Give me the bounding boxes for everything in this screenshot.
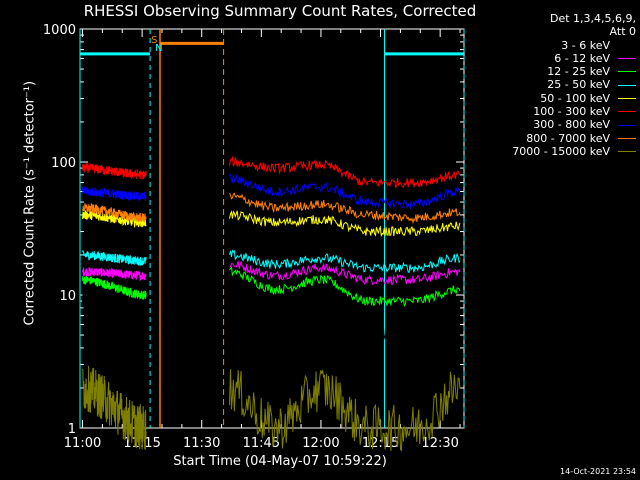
x-tick-label: 11:45: [243, 436, 280, 451]
legend-entries: 3 - 6 keV 6 - 12 keV 12 - 25 keV 25 - 50 ke…: [512, 39, 636, 159]
series-line-3-6-kev-part-2: [229, 264, 461, 344]
legend-entry: 50 - 100 keV: [512, 92, 636, 105]
annotation-label-n: N: [155, 43, 162, 54]
x-tick-label: 12:15: [362, 436, 399, 451]
x-tick-label: 11:30: [183, 436, 220, 451]
legend-label: 25 - 50 keV: [547, 78, 610, 92]
y-tick-label: 1000: [43, 23, 76, 38]
series-line-800-7000-kev-part-2: [229, 192, 461, 225]
legend-swatch: [618, 111, 636, 113]
y-tick-label: 1: [68, 422, 76, 437]
x-tick-label: 11:00: [64, 436, 101, 451]
series-line-100-300-kev-part-2: [229, 155, 461, 189]
legend-entry: 800 - 7000 keV: [512, 132, 636, 145]
legend-entry: 300 - 800 keV: [512, 118, 636, 131]
legend-label: 7000 - 15000 keV: [512, 144, 610, 158]
series-line-300-800-kev-part-1: [82, 186, 147, 202]
legend-label: 100 - 300 keV: [533, 105, 610, 119]
generation-timestamp: 14-Oct-2021 23:54: [560, 467, 636, 476]
series-line-7000-15000-kev-part-2: [229, 368, 461, 452]
y-tick-label: 100: [51, 156, 76, 171]
legend-label: 300 - 800 keV: [533, 118, 610, 132]
legend-label: 6 - 12 keV: [554, 51, 610, 65]
annotation-label-s: S: [151, 35, 157, 46]
legend-header-line-2: Att 0: [609, 25, 636, 39]
legend-swatch: [618, 58, 636, 60]
legend-entry: 100 - 300 keV: [512, 105, 636, 118]
legend-swatch: [618, 84, 636, 86]
legend-entry: 7000 - 15000 keV: [512, 145, 636, 158]
legend-swatch: [618, 44, 636, 47]
series-line-6-12-kev-part-1: [82, 267, 147, 281]
series-line-100-300-kev-part-1: [82, 162, 147, 180]
series-line-800-7000-kev-part-1: [82, 202, 147, 223]
legend-entry: 25 - 50 keV: [512, 78, 636, 91]
legend-swatch: [618, 124, 636, 126]
series-line-300-800-kev-part-2: [229, 173, 461, 211]
legend-swatch: [618, 151, 636, 153]
series-line-3-6-kev-part-1: [82, 289, 147, 328]
series-line-50-100-kev-part-2: [229, 210, 461, 237]
legend-label: 12 - 25 keV: [547, 65, 610, 79]
series-line-25-50-kev-part-1: [82, 250, 147, 266]
chart-title: RHESSI Observing Summary Count Rates, Co…: [83, 2, 477, 20]
legend-swatch: [618, 97, 636, 99]
legend-swatch: [618, 137, 636, 139]
legend-label: 800 - 7000 keV: [526, 131, 610, 145]
series-line-7000-15000-kev-part-1: [82, 365, 147, 450]
legend: Det 1,3,4,5,6,9, Att 0 3 - 6 keV 6 - 12 k…: [512, 12, 636, 158]
series-line-12-25-kev-part-1: [82, 275, 147, 300]
legend-label: 3 - 6 keV: [561, 38, 610, 52]
legend-entry: 12 - 25 keV: [512, 65, 636, 78]
x-axis-label: Start Time (04-May-07 10:59:22): [173, 454, 387, 469]
x-tick-label: 12:00: [302, 436, 339, 451]
series-line-6-12-kev-part-2: [229, 259, 461, 286]
legend-label: 50 - 100 keV: [540, 91, 610, 105]
legend-entry: 6 - 12 keV: [512, 52, 636, 65]
x-tick-label: 12:30: [421, 436, 458, 451]
series-line-12-25-kev-part-2: [229, 266, 461, 307]
series-line-25-50-kev-part-2: [229, 249, 461, 273]
legend-entry: 3 - 6 keV: [512, 39, 636, 52]
legend-header-line-1: Det 1,3,4,5,6,9,: [549, 12, 636, 25]
legend-swatch: [618, 71, 636, 73]
y-tick-label: 10: [59, 289, 76, 304]
